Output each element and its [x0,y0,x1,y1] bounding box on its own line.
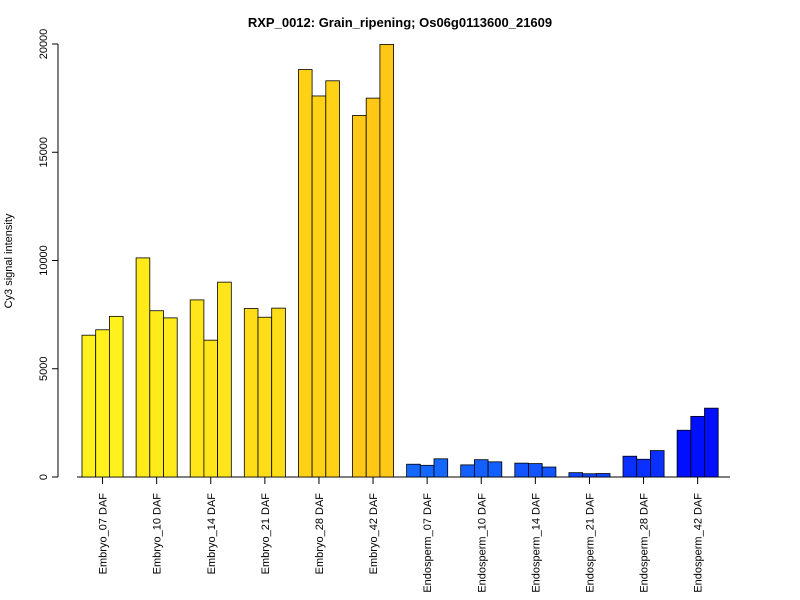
bar [514,462,529,478]
x-tick-labels: Embryo_07 DAF Embryo_10 DAF Embryo_14 DAF E… [98,493,705,593]
bar [650,450,665,478]
bar [243,308,259,478]
bar [676,429,692,478]
y-tick-label: 20000 [38,29,50,60]
bar [406,463,421,478]
bar [365,97,381,478]
bar [541,466,557,478]
bar [419,464,435,478]
bar [257,316,273,478]
bar [109,315,124,478]
x-tick-label: Endosperm_14 DAF [530,493,542,593]
bar [163,317,178,478]
y-axis: 0 5000 10000 15000 20000 [38,29,59,480]
y-axis-label: Cy3 signal intensity [3,213,15,308]
x-tick-label: Embryo_10 DAF [152,493,164,575]
bar-group [297,69,340,478]
bar [325,80,340,478]
x-axis [77,476,730,484]
x-tick-label: Embryo_28 DAF [314,493,326,575]
bar [135,257,151,478]
y-tick-label: 5000 [38,357,50,381]
bar [95,329,110,478]
bar [311,95,327,478]
x-tick-label: Endosperm_42 DAF [693,493,705,593]
bar [636,458,651,478]
bar-group [352,44,394,478]
bar-group [568,472,611,478]
y-tick-label: 10000 [38,245,50,276]
chart-title: RXP_0012: Grain_ripening; Os06g0113600_2… [248,15,552,30]
x-tick-label: Embryo_07 DAF [98,493,110,575]
bar-group [243,307,286,478]
bar-group [406,458,449,478]
y-tick-label: 15000 [38,137,50,168]
bar [460,464,475,478]
bar [149,310,164,478]
bar-group [622,450,665,478]
bar [81,334,97,478]
bar [690,415,705,478]
bar [595,473,611,478]
bar [297,69,313,478]
bar [217,281,232,478]
bar [582,473,597,478]
x-tick-label: Embryo_21 DAF [260,493,272,575]
bar [622,455,638,478]
bar [433,458,449,478]
x-tick-label: Embryo_14 DAF [206,493,218,575]
y-tick-label: 0 [38,474,50,480]
bar-group [135,257,178,478]
bar [189,299,205,478]
bar-group [81,315,124,478]
x-tick-label: Endosperm_28 DAF [639,493,651,593]
x-tick-label: Endosperm_07 DAF [422,493,434,593]
x-tick-label: Embryo_42 DAF [368,493,380,575]
bar [568,472,584,478]
bar [473,459,489,478]
bar [487,461,503,478]
bar-group [189,281,232,478]
bar [704,407,719,478]
bars [81,44,719,478]
bar [203,339,218,478]
bar-group [514,462,557,478]
bar [352,115,367,478]
x-tick-label: Endosperm_21 DAF [584,493,596,593]
bar [528,463,543,478]
x-tick-label: Endosperm_10 DAF [476,493,488,593]
bar [379,44,394,478]
bar-group [676,407,719,478]
bar [271,307,286,478]
bar-group [460,459,503,478]
